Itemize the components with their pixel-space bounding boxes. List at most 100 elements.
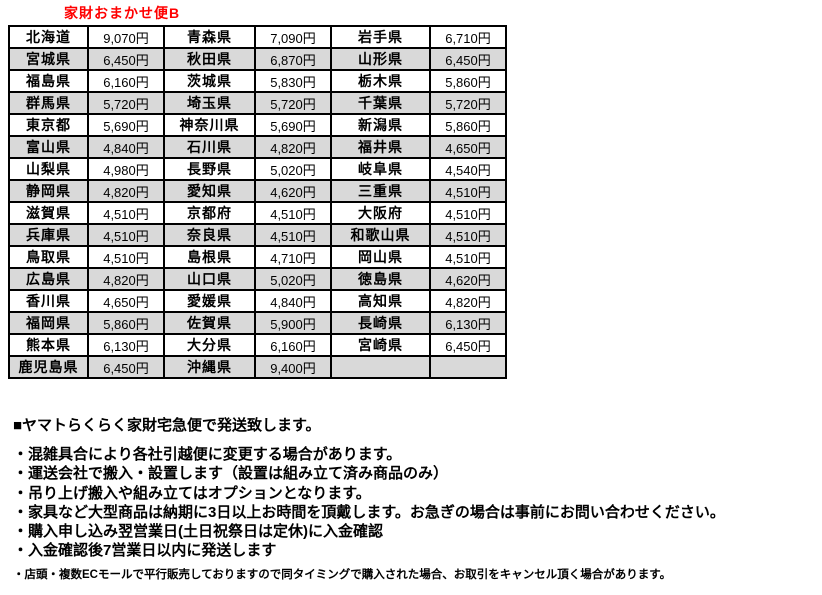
price-cell: 5,020円 <box>254 157 332 181</box>
price-cell: 7,090円 <box>254 25 332 49</box>
prefecture-cell: 石川県 <box>163 135 256 159</box>
table-row: 滋賀県 4,510円 京都府 4,510円 大阪府 4,510円 <box>8 201 507 225</box>
prefecture-cell: 宮城県 <box>8 47 89 71</box>
prefecture-cell: 広島県 <box>8 267 89 291</box>
notes-heading: ■ヤマトらくらく家財宅急便で発送致します。 <box>13 417 321 434</box>
prefecture-cell: 千葉県 <box>330 91 431 115</box>
table-row: 山梨県 4,980円 長野県 5,020円 岐阜県 4,540円 <box>8 157 507 181</box>
notes-bullet-item: ・購入申し込み翌営業日(土日祝祭日は定休)に入金確認 <box>13 523 383 541</box>
prefecture-cell: 滋賀県 <box>8 201 89 225</box>
prefecture-cell: 秋田県 <box>163 47 256 71</box>
prefecture-cell: 茨城県 <box>163 69 256 93</box>
prefecture-cell: 香川県 <box>8 289 89 313</box>
price-cell: 4,820円 <box>254 135 332 159</box>
shipping-fee-table: 北海道 9,070円 青森県 7,090円 岩手県 6,710円 宮城県 6,450円 秋田県 6… <box>8 25 507 379</box>
price-cell: 5,900円 <box>254 311 332 335</box>
price-cell: 4,650円 <box>429 135 507 159</box>
prefecture-cell: 福岡県 <box>8 311 89 335</box>
notes-bullet-list: ・混雑具合により各社引越便に変更する場合があります。・運送会社で搬入・設置します… <box>13 445 813 561</box>
price-cell: 9,070円 <box>87 25 165 49</box>
prefecture-cell: 熊本県 <box>8 333 89 357</box>
prefecture-cell: 宮崎県 <box>330 333 431 357</box>
price-cell: 5,720円 <box>254 91 332 115</box>
prefecture-cell: 山梨県 <box>8 157 89 181</box>
price-cell: 4,510円 <box>87 245 165 269</box>
prefecture-cell: 埼玉県 <box>163 91 256 115</box>
price-cell: 5,720円 <box>87 91 165 115</box>
prefecture-cell: 福島県 <box>8 69 89 93</box>
price-cell: 4,620円 <box>429 267 507 291</box>
prefecture-cell: 静岡県 <box>8 179 89 203</box>
table-row: 静岡県 4,820円 愛知県 4,620円 三重県 4,510円 <box>8 179 507 203</box>
prefecture-cell: 大分県 <box>163 333 256 357</box>
prefecture-cell: 山口県 <box>163 267 256 291</box>
price-cell: 4,510円 <box>429 245 507 269</box>
table-row: 福島県 6,160円 茨城県 5,830円 栃木県 5,860円 <box>8 69 507 93</box>
price-cell: 6,130円 <box>429 311 507 335</box>
prefecture-cell: 徳島県 <box>330 267 431 291</box>
prefecture-cell: 愛知県 <box>163 179 256 203</box>
table-row: 群馬県 5,720円 埼玉県 5,720円 千葉県 5,720円 <box>8 91 507 115</box>
notes-bullet-item: ・家具など大型商品は納期に3日以上お時間を頂戴します。お急ぎの場合は事前にお問い… <box>13 503 725 521</box>
price-cell: 6,870円 <box>254 47 332 71</box>
notes-small-disclaimer: ・店頭・複数ECモールで平行販売しておりますので同タイミングで購入された場合、お… <box>13 568 672 581</box>
prefecture-cell: 岩手県 <box>330 25 431 49</box>
price-cell: 5,690円 <box>254 113 332 137</box>
prefecture-cell: 島根県 <box>163 245 256 269</box>
prefecture-cell: 愛媛県 <box>163 289 256 313</box>
table-row: 兵庫県 4,510円 奈良県 4,510円 和歌山県 4,510円 <box>8 223 507 247</box>
notes-bullet-item: ・運送会社で搬入・設置します（設置は組み立て済み商品のみ） <box>13 465 449 483</box>
prefecture-cell: 東京都 <box>8 113 89 137</box>
prefecture-cell: 新潟県 <box>330 113 431 137</box>
prefecture-cell: 高知県 <box>330 289 431 313</box>
price-cell: 5,860円 <box>429 113 507 137</box>
price-cell: 4,510円 <box>87 223 165 247</box>
price-cell: 4,540円 <box>429 157 507 181</box>
price-cell: 6,450円 <box>429 333 507 357</box>
prefecture-cell: 長野県 <box>163 157 256 181</box>
prefecture-cell: 栃木県 <box>330 69 431 93</box>
price-cell: 4,510円 <box>429 223 507 247</box>
prefecture-cell: 富山県 <box>8 135 89 159</box>
price-cell: 6,450円 <box>87 355 165 379</box>
price-cell: 4,840円 <box>254 289 332 313</box>
price-cell: 5,830円 <box>254 69 332 93</box>
price-cell: 9,400円 <box>254 355 332 379</box>
table-row: 鹿児島県 6,450円 沖縄県 9,400円 <box>8 355 507 379</box>
prefecture-cell: 岡山県 <box>330 245 431 269</box>
prefecture-cell: 和歌山県 <box>330 223 431 247</box>
prefecture-cell: 京都府 <box>163 201 256 225</box>
table-row: 鳥取県 4,510円 島根県 4,710円 岡山県 4,510円 <box>8 245 507 269</box>
table-row: 富山県 4,840円 石川県 4,820円 福井県 4,650円 <box>8 135 507 159</box>
shipping-fee-table-body: 北海道 9,070円 青森県 7,090円 岩手県 6,710円 宮城県 6,450円 秋田県 6… <box>8 25 507 379</box>
price-cell: 4,510円 <box>87 201 165 225</box>
prefecture-cell: 大阪府 <box>330 201 431 225</box>
prefecture-cell: 長崎県 <box>330 311 431 335</box>
table-row: 宮城県 6,450円 秋田県 6,870円 山形県 6,450円 <box>8 47 507 71</box>
prefecture-cell: 山形県 <box>330 47 431 71</box>
prefecture-cell: 沖縄県 <box>163 355 256 379</box>
prefecture-cell: 三重県 <box>330 179 431 203</box>
prefecture-cell: 群馬県 <box>8 91 89 115</box>
notes-section: ■ヤマトらくらく家財宅急便で発送致します。 ・混雑具合により各社引越便に変更する… <box>13 416 813 583</box>
price-cell: 4,840円 <box>87 135 165 159</box>
shipping-plan-title: 家財おまかせ便B <box>64 5 181 21</box>
price-cell: 4,820円 <box>87 267 165 291</box>
notes-bullet-item: ・吊り上げ搬入や組み立てはオプションとなります。 <box>13 484 371 502</box>
price-cell: 5,020円 <box>254 267 332 291</box>
table-row: 香川県 4,650円 愛媛県 4,840円 高知県 4,820円 <box>8 289 507 313</box>
price-cell <box>429 355 507 379</box>
price-cell: 6,130円 <box>87 333 165 357</box>
prefecture-cell: 兵庫県 <box>8 223 89 247</box>
price-cell: 6,450円 <box>87 47 165 71</box>
prefecture-cell <box>330 355 431 379</box>
price-cell: 4,510円 <box>429 179 507 203</box>
price-cell: 5,720円 <box>429 91 507 115</box>
price-cell: 6,450円 <box>429 47 507 71</box>
notes-bullet-item: ・混雑具合により各社引越便に変更する場合があります。 <box>13 446 402 463</box>
price-cell: 6,160円 <box>87 69 165 93</box>
price-cell: 5,860円 <box>429 69 507 93</box>
prefecture-cell: 鹿児島県 <box>8 355 89 379</box>
price-cell: 4,980円 <box>87 157 165 181</box>
